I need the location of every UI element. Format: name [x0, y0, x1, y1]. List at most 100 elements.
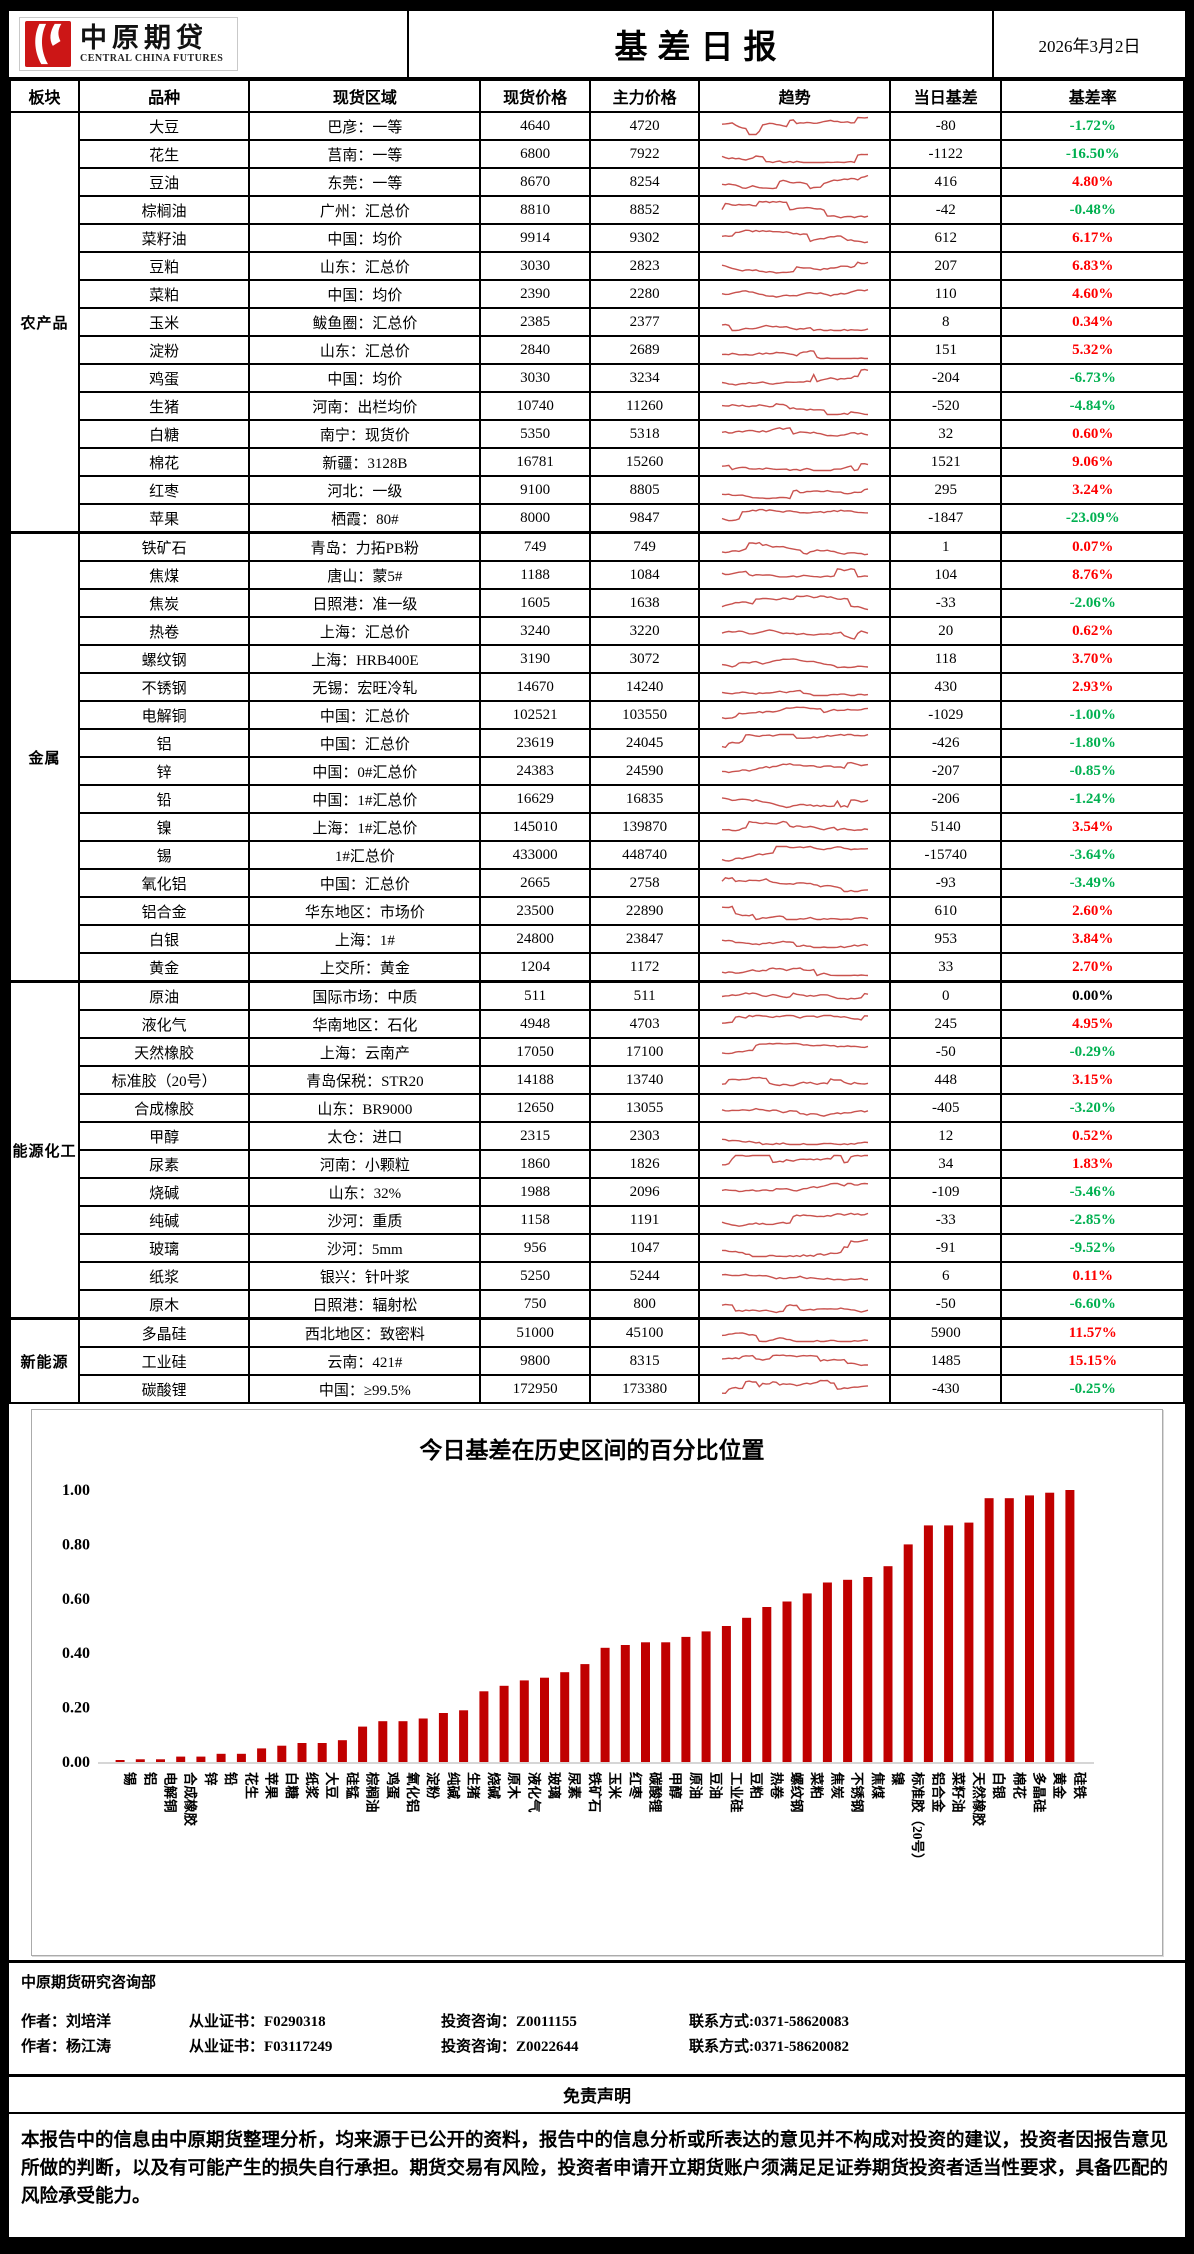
- table-row: 天然橡胶 上海：云南产 17050 17100 -50 -0.29%: [10, 1037, 1185, 1067]
- trend-sparkline-svg: [721, 1332, 868, 1343]
- table-row: 液化气 华南地区：石化 4948 4703 245 4.95%: [10, 1009, 1185, 1039]
- variety-cell: 热卷: [77, 616, 251, 646]
- main-price-cell: 8805: [588, 475, 701, 505]
- main-price-cell: 45100: [588, 1317, 701, 1348]
- rate-cell: 3.70%: [1000, 644, 1185, 674]
- basis-cell: -50: [888, 1289, 1003, 1320]
- variety-cell: 液化气: [77, 1009, 251, 1039]
- trend-cell: [698, 195, 891, 225]
- rate-cell: 6.83%: [1000, 251, 1185, 281]
- variety-cell: 铅: [77, 784, 251, 814]
- main-price-cell: 5318: [588, 419, 701, 449]
- table-row: 工业硅 云南：421# 9800 8315 1485 15.15%: [10, 1346, 1185, 1376]
- variety-cell: 豆粕: [77, 251, 251, 281]
- trend-cell: [698, 700, 891, 730]
- variety-cell: 镍: [77, 812, 251, 842]
- bar: [1004, 1498, 1014, 1762]
- trend-cell: [698, 279, 891, 309]
- main-price-cell: 13740: [588, 1065, 701, 1095]
- spot-price-cell: 16781: [479, 447, 591, 477]
- trend-cell: [698, 1374, 891, 1404]
- spot-price-cell: 5350: [479, 419, 591, 449]
- bar: [196, 1756, 206, 1762]
- bar: [762, 1607, 772, 1762]
- bar: [236, 1753, 246, 1762]
- y-axis-tick: 1.00: [62, 1482, 90, 1499]
- rate-cell: 1.83%: [1000, 1149, 1185, 1179]
- rate-cell: -1.24%: [1000, 784, 1185, 814]
- basis-cell: 430: [888, 672, 1003, 702]
- main-price-cell: 11260: [588, 391, 701, 421]
- basis-cell: 151: [888, 335, 1003, 365]
- basis-cell: 34: [888, 1149, 1003, 1179]
- table-row: 铝合金 华东地区：市场价 23500 22890 610 2.60%: [10, 896, 1185, 926]
- rate-cell: 15.15%: [1000, 1346, 1185, 1376]
- region-cell: 东莞：一等: [248, 167, 482, 197]
- trend-cell: [698, 952, 891, 983]
- rate-cell: 3.84%: [1000, 924, 1185, 954]
- bar: [923, 1525, 933, 1762]
- table-row: 甲醇 太仓：进口 2315 2303 12 0.52%: [10, 1121, 1185, 1151]
- basis-cell: 5140: [888, 812, 1003, 842]
- region-cell: 上海：HRB400E: [248, 644, 482, 674]
- chart-x-label: 豆油: [708, 1772, 724, 1799]
- bar: [156, 1759, 165, 1762]
- rate-cell: -5.46%: [1000, 1177, 1185, 1207]
- trend-sparkline-svg: [721, 820, 868, 832]
- bar: [600, 1647, 610, 1762]
- chart-x-label: 天然橡胶: [971, 1772, 987, 1826]
- chart-x-label: 标准胶（20号）: [910, 1771, 926, 1867]
- y-axis-tick: 0.40: [62, 1645, 90, 1662]
- bar: [681, 1636, 691, 1762]
- logo-block: 中原期贷 CENTRAL CHINA FUTURES: [9, 11, 409, 77]
- chart-x-label: 白银: [991, 1772, 1007, 1800]
- trend-sparkline-svg: [721, 200, 868, 219]
- basis-cell: 32: [888, 419, 1003, 449]
- trend-sparkline-svg: [721, 1239, 868, 1258]
- rate-cell: 8.76%: [1000, 560, 1185, 590]
- trend-sparkline-svg: [721, 1273, 868, 1281]
- trend-cell: [698, 251, 891, 281]
- region-cell: 上海：1#: [248, 924, 482, 954]
- variety-cell: 纯碱: [77, 1205, 251, 1235]
- table-row: 尿素 河南：小颗粒 1860 1826 34 1.83%: [10, 1149, 1185, 1179]
- main-price-cell: 24590: [588, 756, 701, 786]
- chart-x-label: 合成橡胶: [183, 1772, 199, 1826]
- variety-cell: 菜籽油: [77, 223, 251, 253]
- table-row: 合成橡胶 山东：BR9000 12650 13055 -405 -3.20%: [10, 1093, 1185, 1123]
- chart-x-label: 尿素: [567, 1772, 583, 1800]
- bar: [540, 1677, 549, 1762]
- table-row: 纸浆 银兴：针叶浆 5250 5244 6 0.11%: [10, 1261, 1185, 1291]
- region-cell: 河南：小颗粒: [248, 1149, 482, 1179]
- trend-sparkline-svg: [721, 488, 868, 500]
- chart-x-label: 生猪: [466, 1772, 482, 1800]
- bar: [1025, 1495, 1034, 1762]
- chart-x-label: 棉花: [1011, 1772, 1027, 1800]
- variety-cell: 黄金: [77, 952, 251, 983]
- bar: [358, 1726, 368, 1762]
- variety-cell: 碳酸锂: [77, 1374, 251, 1404]
- trend-sparkline-svg: [721, 541, 868, 556]
- spot-price-cell: 8670: [479, 167, 591, 197]
- table-row: 豆油 东莞：一等 8670 8254 416 4.80%: [10, 167, 1185, 197]
- column-header-sector: 板块: [9, 79, 80, 113]
- trend-sparkline-svg: [721, 1303, 868, 1314]
- trend-sparkline-svg: [721, 967, 868, 977]
- basis-cell: -204: [888, 363, 1003, 393]
- basis-cell: -405: [888, 1093, 1003, 1123]
- chart-x-label: 焦煤: [870, 1771, 886, 1800]
- bar: [479, 1691, 489, 1762]
- trend-cell: [698, 1149, 891, 1179]
- basis-cell: -1029: [888, 700, 1003, 730]
- author-advisory: 投资咨询：Z0011155: [441, 2014, 577, 2030]
- main-price-cell: 2689: [588, 335, 701, 365]
- chart-x-label: 棕榈油: [365, 1771, 381, 1813]
- authors-block: 作者：刘培洋 从业证书：F0290318 投资咨询：Z0011155 联系方式:…: [9, 1994, 1185, 2070]
- basis-cell: 110: [888, 279, 1003, 309]
- logo-frame: 中原期贷 CENTRAL CHINA FUTURES: [19, 17, 239, 71]
- region-cell: 中国：均价: [248, 363, 482, 393]
- variety-cell: 天然橡胶: [77, 1037, 251, 1067]
- main-price-cell: 9847: [588, 503, 701, 534]
- rate-cell: -16.50%: [1000, 139, 1185, 169]
- variety-cell: 白糖: [77, 419, 251, 449]
